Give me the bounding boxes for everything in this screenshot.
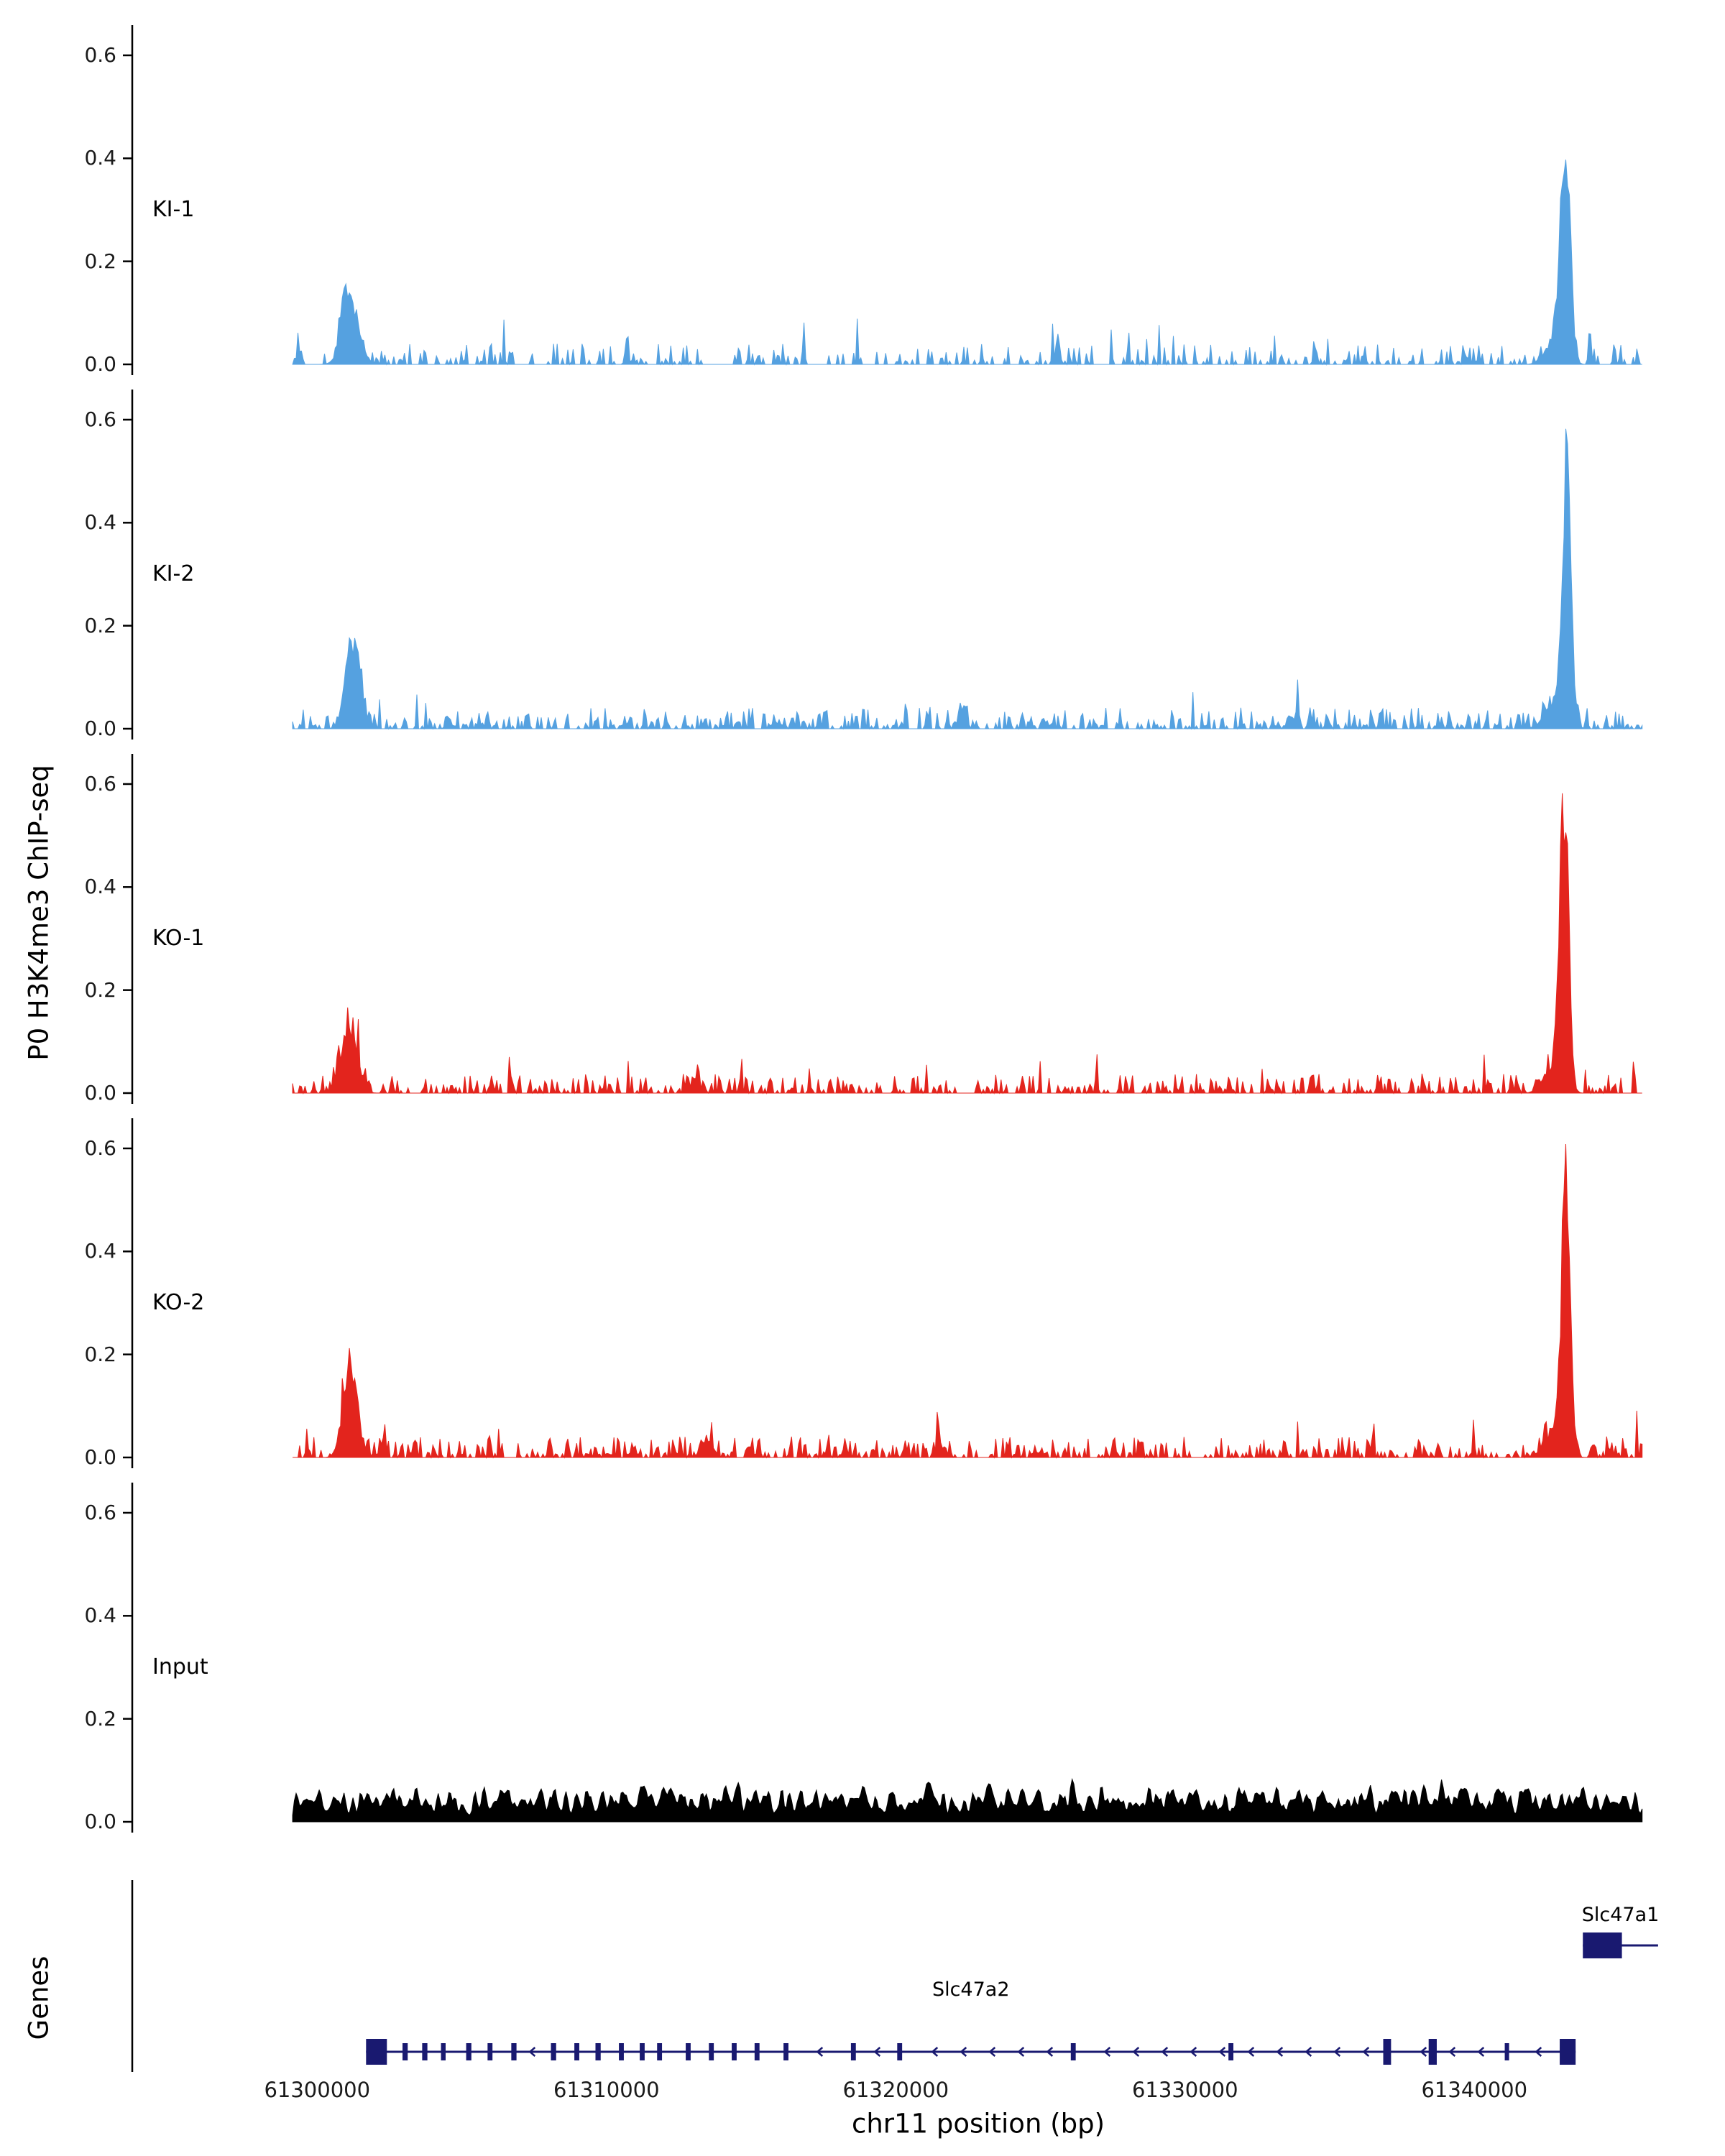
gene-exon-slc47a2	[511, 2043, 517, 2060]
gene-strand-arrow	[1218, 2047, 1226, 2057]
gene-strand-arrow	[1017, 2047, 1025, 2057]
gene-strand-arrow	[528, 2047, 536, 2057]
gene-exon-slc47a2	[487, 2043, 493, 2060]
gene-exon-slc47a2	[402, 2043, 408, 2060]
gene-strand-arrow	[1046, 2047, 1054, 2057]
gene-exon-slc47a2	[422, 2043, 428, 2060]
gene-strand-arrow	[960, 2047, 967, 2057]
gene-strand-arrow	[1535, 2047, 1542, 2057]
gene-strand-arrow	[1103, 2047, 1111, 2057]
gene-exon-slc47a2	[1428, 2039, 1437, 2065]
gene-exon-slc47a2	[754, 2043, 760, 2060]
gene-exon-slc47a2	[1070, 2043, 1076, 2060]
gene-strand-arrow	[1420, 2047, 1427, 2057]
gene-strand-arrow	[988, 2047, 996, 2057]
gene-exon-slc47a2	[1228, 2043, 1234, 2060]
gene-strand-arrow	[1362, 2047, 1370, 2057]
gene-exon-slc47a2	[783, 2043, 788, 2060]
gene-exon-slc47a2	[1504, 2043, 1509, 2060]
gene-exon-slc47a2	[686, 2043, 691, 2060]
gene-exon-slc47a2	[850, 2043, 856, 2060]
gene-exon-slc47a2	[897, 2043, 903, 2060]
gene-exon-slc47a2	[441, 2043, 446, 2060]
track-area-ko-1	[292, 793, 1642, 1095]
y-axis-title: P0 H3K4me3 ChIP-seq	[23, 765, 55, 1061]
gene-strand-arrow	[1247, 2047, 1255, 2057]
gene-strand-arrow	[1333, 2047, 1341, 2057]
gene-exon-slc47a1	[1583, 1932, 1622, 1958]
gene-exon-slc47a2	[466, 2043, 472, 2060]
track-area-input	[292, 1778, 1643, 1823]
gene-exon-slc47a2	[1560, 2039, 1576, 2065]
gene-strand-arrow	[1448, 2047, 1456, 2057]
gene-strand-arrow	[1132, 2047, 1140, 2057]
gene-exon-slc47a2	[551, 2043, 556, 2060]
gene-strand-arrow	[1190, 2047, 1197, 2057]
gene-exon-slc47a2	[574, 2043, 579, 2060]
gene-strand-arrow	[1477, 2047, 1485, 2057]
gene-exon-slc47a2	[640, 2043, 645, 2060]
gene-strand-arrow	[816, 2047, 824, 2057]
gene-strand-arrow	[873, 2047, 881, 2057]
gene-strand-arrow	[931, 2047, 939, 2057]
gene-exon-slc47a2	[1383, 2039, 1392, 2065]
gene-strand-arrow	[1305, 2047, 1312, 2057]
gene-exon-slc47a2	[619, 2043, 624, 2060]
track-area-ki-2	[292, 428, 1643, 730]
gene-exon-slc47a2	[366, 2039, 387, 2065]
track-area-ko-2	[293, 1143, 1643, 1459]
gene-exon-slc47a2	[709, 2043, 714, 2060]
gene-exon-slc47a2	[595, 2043, 601, 2060]
genes-axis-title: Genes	[23, 1955, 55, 2040]
gene-exon-slc47a2	[657, 2043, 663, 2060]
gene-strand-arrow	[1161, 2047, 1169, 2057]
gene-exon-slc47a2	[732, 2043, 737, 2060]
track-area-ki-1	[292, 160, 1642, 366]
x-axis-title: chr11 position (bp)	[851, 2108, 1105, 2139]
gene-strand-arrow	[1276, 2047, 1284, 2057]
